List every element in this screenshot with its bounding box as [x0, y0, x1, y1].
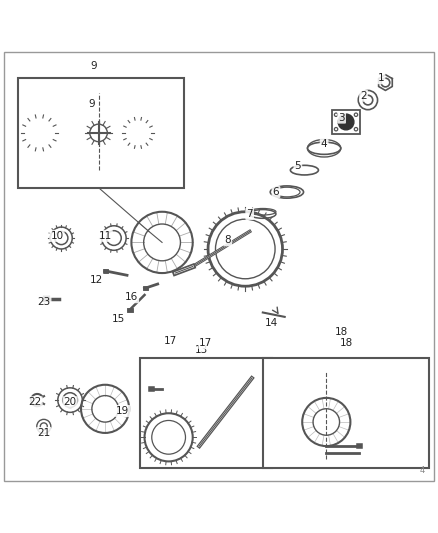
Text: 14: 14	[265, 318, 278, 328]
Text: 10: 10	[50, 231, 64, 241]
Text: 7: 7	[246, 209, 253, 219]
Bar	[18, 78, 184, 188]
Text: 2: 2	[360, 91, 367, 101]
Text: 18: 18	[339, 338, 353, 348]
Text: 19: 19	[116, 406, 129, 416]
Text: 4: 4	[321, 139, 328, 149]
Text: 22: 22	[28, 397, 42, 407]
Text: 15: 15	[112, 314, 125, 324]
Text: 21: 21	[37, 428, 50, 438]
Text: 16: 16	[125, 292, 138, 302]
Circle shape	[338, 114, 354, 130]
Bar	[263, 359, 429, 468]
Text: 13: 13	[195, 345, 208, 355]
Text: 6: 6	[272, 187, 279, 197]
Text: 18: 18	[335, 327, 348, 337]
Text: 11: 11	[99, 231, 112, 241]
Text: 3: 3	[338, 112, 345, 123]
Bar	[332, 110, 360, 134]
Text: 17: 17	[199, 338, 212, 348]
Text: 12: 12	[90, 274, 103, 285]
Text: 4: 4	[420, 465, 425, 474]
Text: 1: 1	[378, 73, 385, 83]
Text: 8: 8	[224, 235, 231, 245]
Text: 9: 9	[91, 61, 98, 71]
Text: 17: 17	[164, 336, 177, 346]
Text: 23: 23	[37, 296, 50, 306]
Text: 20: 20	[64, 397, 77, 407]
Text: 9: 9	[88, 100, 95, 109]
Text: 5: 5	[294, 161, 301, 171]
Bar	[140, 359, 272, 468]
